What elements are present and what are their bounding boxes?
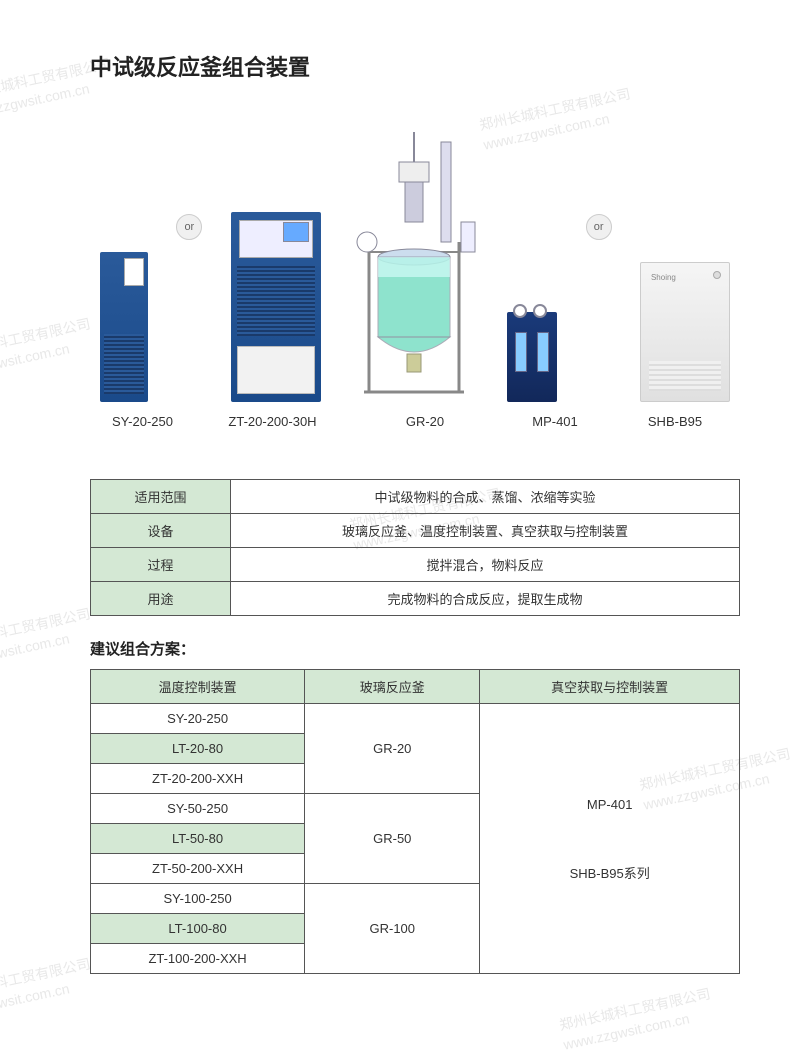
product-zt-20-200-30h <box>231 212 321 402</box>
product-shb-b95: Shoing <box>640 262 730 402</box>
spec-value: 中试级物料的合成、蒸馏、浓缩等实验 <box>231 480 740 514</box>
product-mp-401 <box>507 312 557 402</box>
spec-value: 完成物料的合成反应，提取生成物 <box>231 582 740 616</box>
col-header-vacuum: 真空获取与控制装置 <box>480 670 740 704</box>
spec-table: 适用范围中试级物料的合成、蒸馏、浓缩等实验设备玻璃反应釜、温度控制装置、真空获取… <box>90 479 740 616</box>
spec-key: 设备 <box>91 514 231 548</box>
spec-key: 过程 <box>91 548 231 582</box>
temp-device-cell: LT-50-80 <box>91 824 305 854</box>
page-title: 中试级反应釜组合装置 <box>90 50 740 82</box>
combination-table: 温度控制装置 玻璃反应釜 真空获取与控制装置 SY-20-250GR-20MP-… <box>90 669 740 974</box>
label-gr-20: GR-20 <box>360 414 490 429</box>
section-title: 建议组合方案： <box>90 638 740 659</box>
product-labels: SY-20-250 ZT-20-200-30H GR-20 MP-401 SHB… <box>90 414 740 429</box>
product-gr-20 <box>349 122 479 402</box>
table-row: 设备玻璃反应釜、温度控制装置、真空获取与控制装置 <box>91 514 740 548</box>
temp-device-cell: LT-100-80 <box>91 914 305 944</box>
reactor-cell: GR-50 <box>305 794 480 884</box>
label-sy-20-250: SY-20-250 <box>100 414 185 429</box>
table-row: 用途完成物料的合成反应，提取生成物 <box>91 582 740 616</box>
vacuum-cell: MP-401 SHB-B95系列 <box>480 704 740 974</box>
table-row: 过程搅拌混合，物料反应 <box>91 548 740 582</box>
product-row: or <box>90 112 740 402</box>
or-badge: or <box>586 214 612 240</box>
temp-device-cell: LT-20-80 <box>91 734 305 764</box>
label-shb-b95: SHB-B95 <box>620 414 730 429</box>
spec-key: 用途 <box>91 582 231 616</box>
or-badge: or <box>176 214 202 240</box>
col-header-reactor: 玻璃反应釜 <box>305 670 480 704</box>
temp-device-cell: ZT-20-200-XXH <box>91 764 305 794</box>
reactor-cell: GR-20 <box>305 704 480 794</box>
col-header-temp: 温度控制装置 <box>91 670 305 704</box>
reactor-icon <box>349 122 479 402</box>
spec-key: 适用范围 <box>91 480 231 514</box>
spec-value: 搅拌混合，物料反应 <box>231 548 740 582</box>
spec-value: 玻璃反应釜、温度控制装置、真空获取与控制装置 <box>231 514 740 548</box>
temp-device-cell: SY-100-250 <box>91 884 305 914</box>
label-zt-20-200-30h: ZT-20-200-30H <box>203 414 343 429</box>
table-row: 适用范围中试级物料的合成、蒸馏、浓缩等实验 <box>91 480 740 514</box>
temp-device-cell: ZT-100-200-XXH <box>91 944 305 974</box>
label-mp-401: MP-401 <box>508 414 603 429</box>
vacuum-line2: SHB-B95系列 <box>488 854 731 893</box>
vacuum-line1: MP-401 <box>488 785 731 824</box>
reactor-cell: GR-100 <box>305 884 480 974</box>
temp-device-cell: ZT-50-200-XXH <box>91 854 305 884</box>
product-sy-20-250 <box>100 252 148 402</box>
temp-device-cell: SY-50-250 <box>91 794 305 824</box>
table-row: SY-20-250GR-20MP-401SHB-B95系列 <box>91 704 740 734</box>
temp-device-cell: SY-20-250 <box>91 704 305 734</box>
